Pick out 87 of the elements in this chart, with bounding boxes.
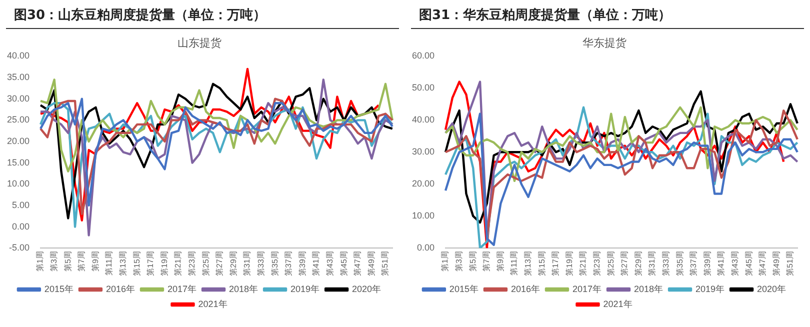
x-tick-label: 第15周 (537, 251, 546, 276)
y-tick-label: 30.00 (412, 146, 435, 157)
legend-label: 2020年 (757, 284, 786, 294)
x-tick-label: 第41周 (312, 251, 321, 276)
x-tick-label: 第45周 (744, 251, 754, 276)
x-tick-label: 第1周 (36, 251, 45, 272)
y-tick-label: 40.00 (6, 50, 30, 61)
x-tick-label: 第49周 (366, 251, 376, 276)
x-tick-label: 第51周 (380, 251, 390, 276)
x-tick-label: 第43周 (326, 251, 335, 276)
x-tick-label: 第5周 (63, 251, 72, 272)
y-tick-label: 50.00 (412, 82, 435, 93)
x-tick-label: 第47周 (353, 251, 362, 276)
x-tick-label: 第27周 (215, 251, 224, 276)
y-tick-label: 0.00 (12, 221, 30, 232)
legend-label: 2019年 (696, 284, 725, 294)
chart-subtitle: 华东提货 (582, 36, 626, 50)
x-tick-label: 第29周 (634, 251, 643, 276)
x-tick-label: 第23周 (592, 251, 602, 276)
y-tick-label: -5.00 (9, 242, 30, 253)
legend-label: 2019年 (290, 284, 320, 294)
legend-label: 2021年 (198, 298, 228, 309)
x-tick-label: 第37周 (689, 251, 698, 276)
legend-label: 2017年 (572, 284, 602, 294)
x-tick-label: 第11周 (510, 251, 519, 276)
y-tick-label: 40.00 (412, 114, 435, 125)
legend-label: 2015年 (449, 284, 478, 294)
y-tick-label: 0.00 (416, 242, 435, 253)
x-tick-label: 第31周 (648, 251, 657, 276)
legend-label: 2015年 (44, 284, 74, 294)
x-tick-label: 第35周 (675, 251, 684, 276)
x-tick-label: 第29周 (228, 251, 238, 276)
x-tick-label: 第7周 (77, 251, 86, 272)
x-tick-label: 第31周 (242, 251, 252, 276)
x-tick-label: 第17周 (146, 251, 156, 276)
y-tick-label: 60.00 (412, 50, 435, 61)
x-tick-label: 第25周 (201, 251, 210, 276)
legend-label: 2018年 (229, 284, 258, 294)
x-tick-label: 第19周 (564, 251, 574, 276)
x-tick-label: 第43周 (730, 251, 740, 276)
y-tick-label: 35.00 (6, 72, 30, 82)
x-tick-label: 第21周 (578, 251, 588, 276)
x-tick-label: 第17周 (551, 251, 560, 276)
x-tick-label: 第21周 (174, 251, 183, 276)
x-tick-label: 第39周 (298, 251, 307, 276)
x-tick-label: 第51周 (786, 251, 795, 276)
chart-title: 图31：华东豆粕周度提货量（单位：万吨） (411, 0, 804, 29)
x-tick-label: 第15周 (132, 251, 142, 276)
x-tick-label: 第47周 (758, 251, 768, 276)
y-tick-label: 5.00 (12, 200, 30, 210)
chart-title: 图30：山东豆粕周度提货量（单位：万吨） (6, 0, 399, 29)
x-tick-label: 第19周 (160, 251, 169, 276)
x-tick-label: 第13周 (524, 251, 533, 276)
x-tick-label: 第5周 (468, 251, 478, 272)
x-tick-label: 第41周 (716, 251, 726, 276)
y-tick-label: 25.00 (6, 114, 30, 125)
y-tick-label: 30.00 (6, 93, 30, 104)
legend-label: 2020年 (352, 284, 382, 294)
x-tick-label: 第9周 (90, 251, 100, 272)
y-tick-label: 10.00 (6, 178, 30, 189)
legend-label: 2017年 (167, 284, 197, 294)
x-tick-label: 第35周 (270, 251, 280, 276)
x-tick-label: 第33周 (662, 251, 671, 276)
x-tick-label: 第27周 (620, 251, 630, 276)
x-tick-label: 第25周 (606, 251, 616, 276)
x-tick-label: 第1周 (440, 251, 450, 272)
x-tick-label: 第49周 (772, 251, 781, 276)
chart-subtitle: 山东提货 (178, 36, 222, 50)
x-tick-label: 第13周 (118, 251, 128, 276)
y-tick-label: 20.00 (412, 178, 435, 189)
x-tick-label: 第9周 (496, 251, 505, 272)
legend-label: 2021年 (603, 298, 632, 309)
y-tick-label: 20.00 (6, 136, 30, 146)
y-tick-label: 15.00 (6, 157, 30, 168)
x-tick-label: 第45周 (339, 251, 348, 276)
x-tick-label: 第39周 (702, 251, 712, 276)
x-tick-label: 第23周 (188, 251, 197, 276)
legend-label: 2016年 (510, 284, 540, 294)
x-tick-label: 第3周 (454, 251, 464, 272)
x-tick-label: 第7周 (482, 251, 492, 272)
x-tick-label: 第3周 (50, 251, 59, 272)
x-tick-label: 第11周 (104, 251, 114, 276)
y-tick-label: 10.00 (412, 210, 435, 221)
legend-label: 2016年 (106, 284, 135, 294)
x-tick-label: 第37周 (284, 251, 294, 276)
legend-label: 2018年 (634, 284, 664, 294)
x-tick-label: 第33周 (256, 251, 266, 276)
